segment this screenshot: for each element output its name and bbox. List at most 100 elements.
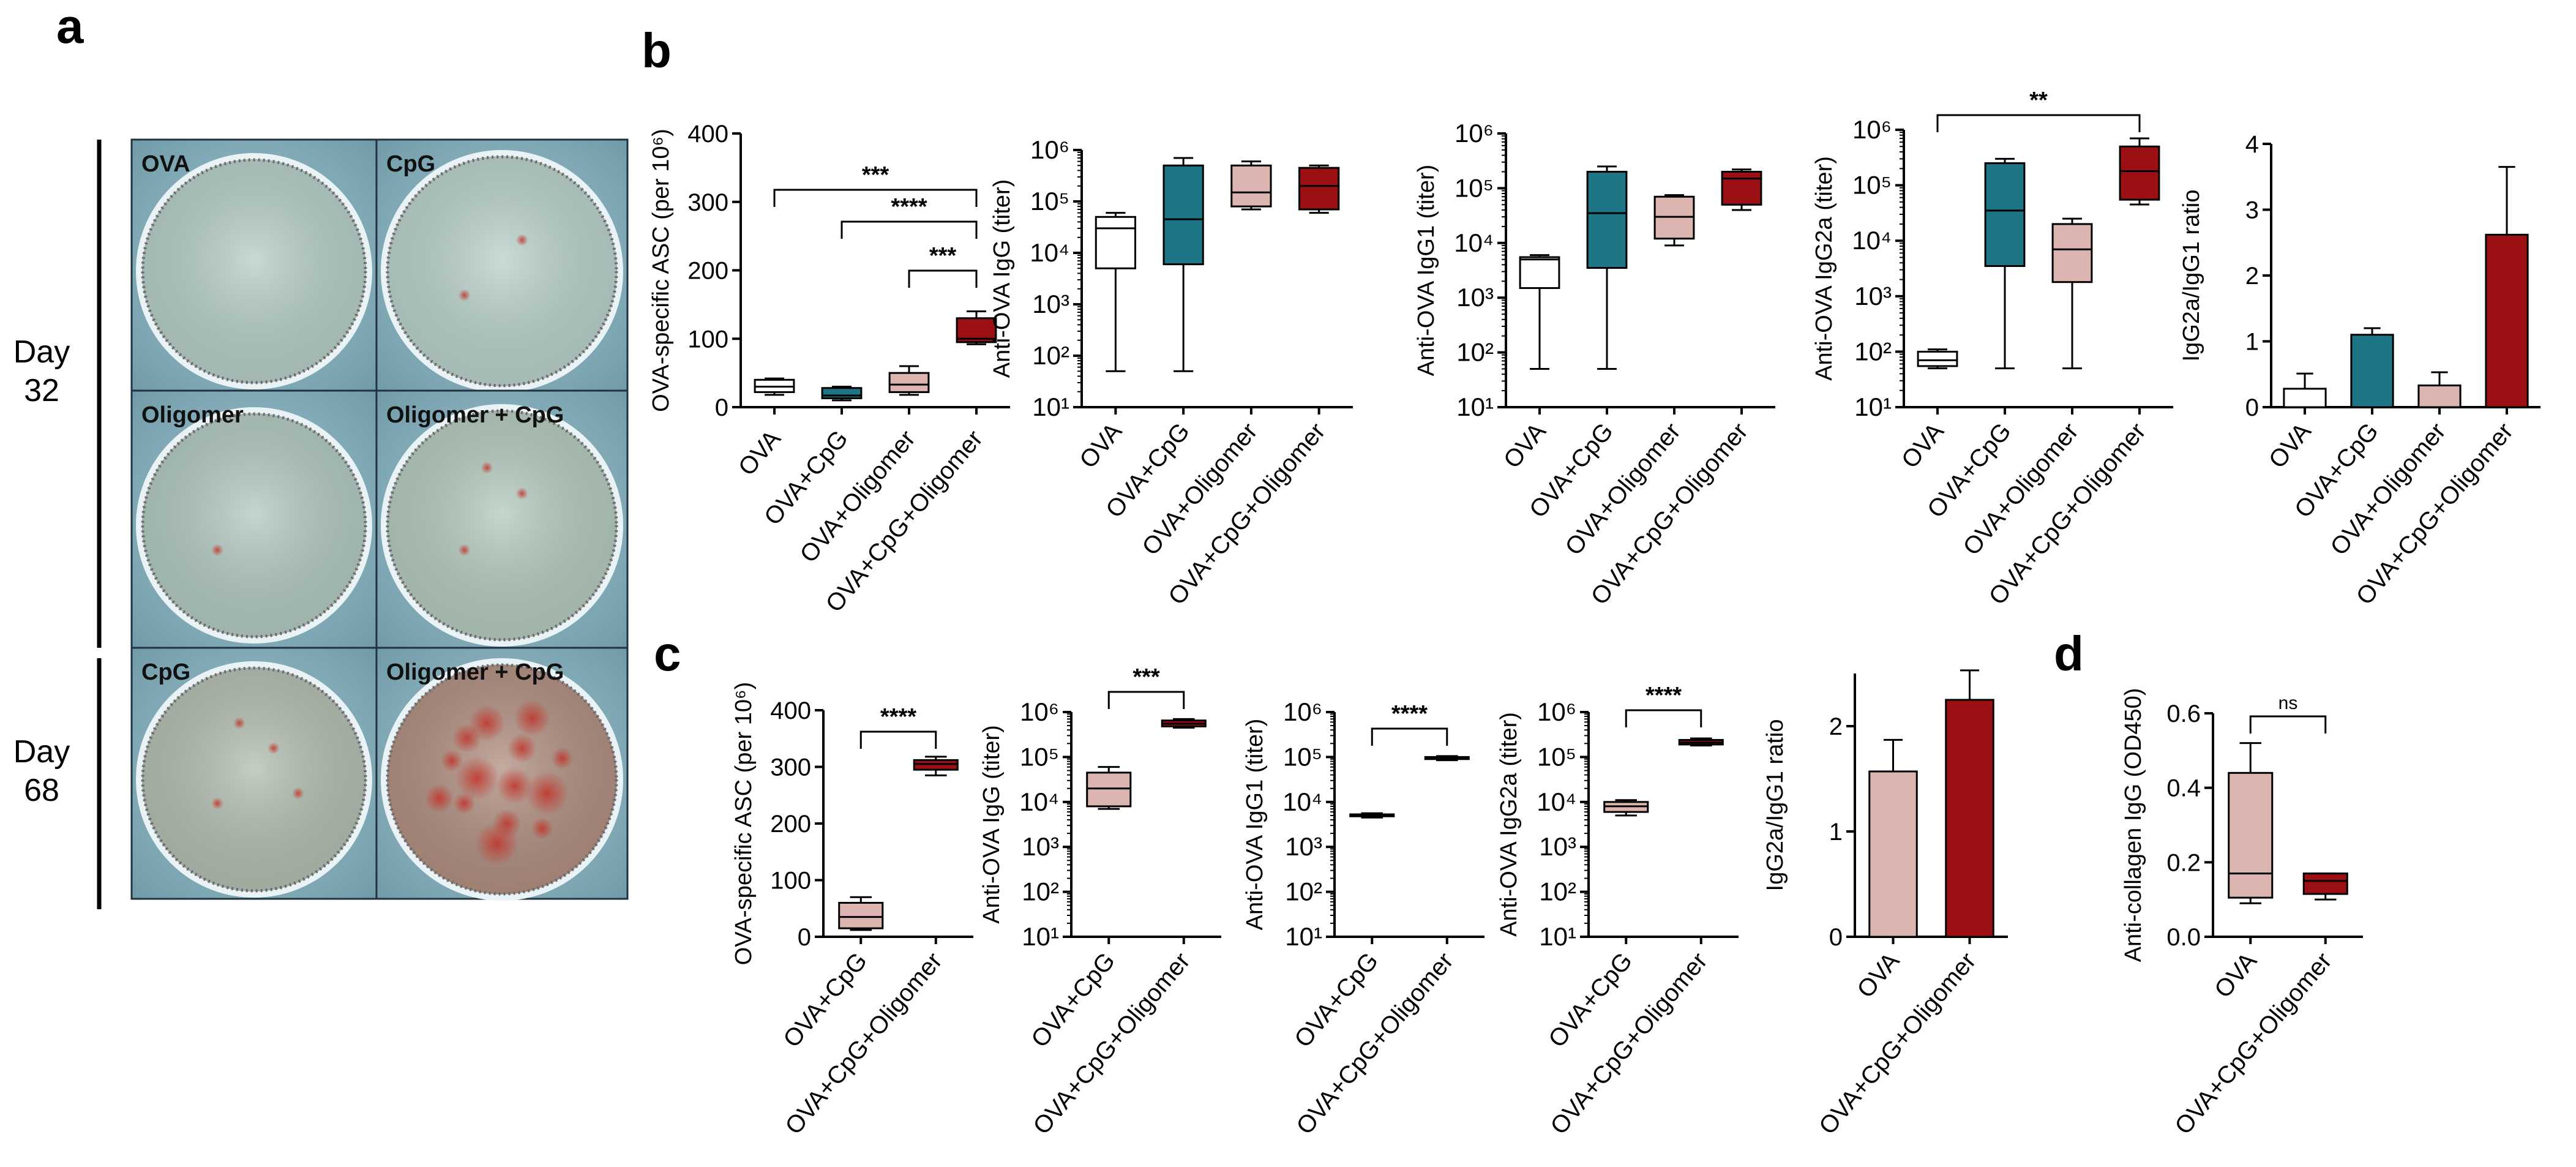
y-tick-label: 10⁶: [1020, 697, 1059, 726]
y-tick-label: 200: [770, 811, 811, 838]
well-rim: [136, 153, 372, 389]
y-axis-label: Anti-OVA IgG2a (titer): [1496, 712, 1522, 937]
well-6: Oligomer + CpG: [375, 647, 629, 901]
x-tick-label: OVA: [1074, 418, 1127, 473]
spot: [525, 771, 569, 816]
well-3: Oligomer: [130, 389, 378, 649]
well-5: CpG: [130, 647, 378, 900]
box-body: [2302, 872, 2348, 895]
box-1: [1424, 755, 1470, 762]
panel-label-c: c: [654, 626, 681, 681]
bracket-line: [2249, 715, 2327, 734]
y-tick-label: 10⁶: [1455, 119, 1494, 148]
significance-label: ***: [862, 162, 889, 188]
well-shading: [388, 157, 616, 386]
y-tick-label: 10¹: [1539, 922, 1576, 951]
box-1: [1161, 718, 1207, 729]
x-tick-label: OVA: [1499, 418, 1551, 473]
spot: [292, 787, 304, 800]
spot: [268, 742, 280, 754]
y-tick-label: 4: [2245, 131, 2259, 158]
box-body: [2119, 145, 2160, 201]
x-tick-label: OVA: [1896, 418, 1949, 473]
bracket-line: [773, 189, 978, 207]
significance-label: ****: [1646, 683, 1682, 708]
box-body: [888, 372, 930, 393]
y-tick-label: 10⁵: [1537, 742, 1576, 771]
y-tick-label: 10⁵: [1283, 742, 1322, 771]
panel-label-b: b: [642, 23, 672, 78]
y-tick-label: 100: [770, 868, 811, 895]
box-body: [1230, 164, 1272, 208]
box-1: [2302, 872, 2348, 901]
box-3: [1721, 168, 1762, 211]
y-tick-label: 0.4: [2166, 775, 2201, 802]
box-1: [1163, 157, 1204, 372]
significance-bracket: ***: [773, 162, 978, 207]
box-body: [2051, 223, 2093, 283]
box-0: [1603, 799, 1649, 817]
bar-body: [1945, 699, 1994, 938]
y-tick-label: 300: [770, 754, 811, 781]
spot: [458, 544, 471, 557]
well-1: OVA: [130, 138, 378, 392]
y-axis-label: Anti-OVA IgG1 (titer): [1242, 719, 1268, 931]
chart-b2: 10¹ 10² 10³ 10⁴ 10⁵ 10⁶ Anti-OVA IgG (titer) OV…: [989, 135, 1353, 610]
well-rim: [136, 661, 372, 898]
box-0: [754, 377, 795, 396]
y-tick-label: 10⁶: [1852, 115, 1892, 144]
spot: [458, 289, 471, 302]
x-tick-label: OVA: [1852, 947, 1904, 1003]
spot: [424, 784, 454, 813]
x-tick-label: OVA: [733, 425, 786, 481]
y-tick-label: 10²: [1456, 338, 1494, 367]
y-tick-label: 10³: [1539, 832, 1576, 861]
well-rim: [381, 404, 623, 647]
box-body: [1721, 170, 1762, 206]
significance-label: ns: [2278, 693, 2298, 713]
y-tick-label: 10³: [1854, 282, 1892, 310]
spot: [452, 723, 482, 753]
y-tick-label: 10⁵: [1455, 173, 1494, 202]
well-shading: [388, 411, 616, 640]
significance-bracket: ****: [1625, 683, 1702, 727]
well-label: Oligomer + CpG: [386, 659, 564, 685]
spot: [233, 717, 245, 729]
box-2: [1653, 194, 1695, 247]
box-0: [1086, 766, 1132, 810]
y-tick-label: 10⁴: [1454, 228, 1494, 257]
y-axis-label: Anti-OVA IgG2a (titer): [1811, 156, 1837, 381]
well-label: Oligomer + CpG: [386, 402, 564, 428]
spot: [211, 544, 223, 557]
bracket-line: [1371, 727, 1448, 746]
box-body: [1095, 216, 1136, 269]
significance-label: ***: [929, 243, 957, 269]
box-1: [821, 385, 863, 402]
significance-label: ****: [880, 704, 916, 730]
chart-b1: 0 100 200 300 400 OVA-specific ASC (per 10⁶) O…: [648, 121, 1010, 617]
spot: [507, 734, 537, 763]
y-tick-label: 10²: [1285, 877, 1322, 906]
bar-1: [1945, 669, 1994, 938]
chart-c4: 10¹ 10² 10³ 10⁴ 10⁵ 10⁶ Anti-OVA IgG2a (titer)…: [1496, 683, 1739, 1139]
y-tick-label: 400: [770, 697, 811, 724]
y-tick-label: 0.2: [2166, 849, 2201, 876]
significance-bracket: ****: [1371, 701, 1448, 746]
significance-label: **: [2029, 88, 2048, 113]
spot: [514, 699, 551, 737]
spot: [515, 487, 528, 500]
spot: [211, 797, 223, 810]
y-tick-label: 0: [715, 394, 728, 421]
bar-body: [2350, 334, 2394, 408]
x-tick-label: OVA+Oligomer: [1958, 418, 2083, 561]
y-tick-label: 10¹: [1285, 922, 1322, 951]
significance-bracket: ***: [908, 243, 978, 288]
well-shading: [143, 160, 365, 383]
box-2: [1230, 160, 1272, 211]
bar-body: [1868, 770, 1918, 938]
y-tick-label: 3: [2245, 197, 2259, 224]
box-0: [1519, 254, 1560, 370]
